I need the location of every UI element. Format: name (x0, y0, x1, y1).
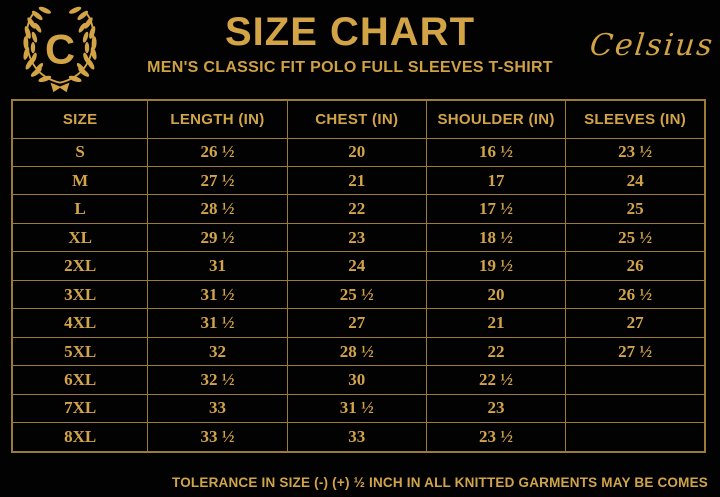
shoulder-cell: 17 (425, 165, 567, 196)
brand-logo: C (10, 4, 110, 95)
length-cell: 26 ½ (147, 137, 288, 167)
chest-cell: 33 (286, 422, 427, 453)
table-row: 8XL 33 ½ 33 23 ½ (11, 422, 706, 453)
chest-cell: 20 (286, 137, 427, 167)
chest-cell: 22 (286, 194, 427, 224)
column-header: SLEEVES (IN) (565, 99, 706, 139)
column-header: SIZE (11, 99, 149, 139)
size-cell: M (11, 165, 149, 196)
length-cell: 32 (147, 336, 288, 367)
chest-cell: 27 (286, 308, 427, 338)
sleeves-cell: 27 (565, 308, 706, 338)
table-row: 3XL 31 ½ 25 ½ 20 26 ½ (11, 279, 706, 310)
table-row: 4XL 31 ½ 27 21 27 (11, 308, 706, 338)
tolerance-note: TOLERANCE IN SIZE (-) (+) ½ INCH IN ALL … (172, 475, 708, 490)
size-table: SIZE LENGTH (IN) CHEST (IN) SHOULDER (IN) SL… (11, 99, 706, 453)
length-cell: 28 ½ (147, 194, 288, 224)
size-cell: 6XL (11, 365, 149, 395)
sleeves-cell (565, 393, 706, 424)
table-body: S 26 ½ 20 16 ½ 23 ½ M 27 ½ 21 17 24 L 28 ½ 22 17 ½ 25 X… (11, 137, 706, 453)
ribbon-icon (50, 82, 70, 93)
length-cell: 31 ½ (147, 279, 288, 310)
shoulder-cell: 18 ½ (425, 222, 567, 253)
table-header-row: SIZE LENGTH (IN) CHEST (IN) SHOULDER (IN) SL… (11, 99, 706, 139)
length-cell: 33 ½ (147, 422, 288, 453)
chest-cell: 21 (286, 165, 427, 196)
column-header: SHOULDER (IN) (425, 99, 567, 139)
sleeves-cell: 25 (565, 194, 706, 224)
sleeves-cell (565, 365, 706, 395)
table-row: 2XL 31 24 19 ½ 26 (11, 251, 706, 281)
shoulder-cell: 19 ½ (425, 251, 567, 281)
logo-letter: C (45, 26, 75, 73)
sleeves-cell: 23 ½ (565, 137, 706, 167)
column-header: LENGTH (IN) (147, 99, 288, 139)
size-cell: S (11, 137, 149, 167)
length-cell: 32 ½ (147, 365, 288, 395)
shoulder-cell: 17 ½ (425, 194, 567, 224)
shoulder-cell: 22 ½ (425, 365, 567, 395)
size-cell: 8XL (11, 422, 149, 453)
shoulder-cell: 16 ½ (425, 137, 567, 167)
sleeves-cell: 24 (565, 165, 706, 196)
page-subtitle: MEN'S CLASSIC FIT POLO FULL SLEEVES T-SH… (147, 59, 553, 76)
size-cell: 5XL (11, 336, 149, 367)
size-cell: L (11, 194, 149, 224)
sleeves-cell: 25 ½ (565, 222, 706, 253)
page-title: SIZE CHART (225, 10, 475, 54)
sleeves-cell (565, 422, 706, 453)
laurel-wreath-icon: C (21, 4, 99, 93)
shoulder-cell: 22 (425, 336, 567, 367)
shoulder-cell: 21 (425, 308, 567, 338)
column-header: CHEST (IN) (286, 99, 427, 139)
sleeves-cell: 26 (565, 251, 706, 281)
table-row: 5XL 32 28 ½ 22 27 ½ (11, 336, 706, 367)
chest-cell: 28 ½ (286, 336, 427, 367)
size-cell: 4XL (11, 308, 149, 338)
table-row: 6XL 32 ½ 30 22 ½ (11, 365, 706, 395)
sleeves-cell: 26 ½ (565, 279, 706, 310)
brand-name: Celsius (588, 28, 716, 63)
chest-cell: 31 ½ (286, 393, 427, 424)
length-cell: 29 ½ (147, 222, 288, 253)
chest-cell: 23 (286, 222, 427, 253)
size-cell: 3XL (11, 279, 149, 310)
shoulder-cell: 23 ½ (425, 422, 567, 453)
title-block: SIZE CHART MEN'S CLASSIC FIT POLO FULL S… (110, 12, 590, 77)
size-cell: 7XL (11, 393, 149, 424)
length-cell: 33 (147, 393, 288, 424)
length-cell: 31 (147, 251, 288, 281)
size-cell: XL (11, 222, 149, 253)
table-row: 7XL 33 31 ½ 23 (11, 393, 706, 424)
sleeves-cell: 27 ½ (565, 336, 706, 367)
shoulder-cell: 23 (425, 393, 567, 424)
table-row: M 27 ½ 21 17 24 (11, 165, 706, 196)
length-cell: 31 ½ (147, 308, 288, 338)
shoulder-cell: 20 (425, 279, 567, 310)
chest-cell: 24 (286, 251, 427, 281)
chest-cell: 30 (286, 365, 427, 395)
table-row: L 28 ½ 22 17 ½ 25 (11, 194, 706, 224)
length-cell: 27 ½ (147, 165, 288, 196)
chest-cell: 25 ½ (286, 279, 427, 310)
table-row: XL 29 ½ 23 18 ½ 25 ½ (11, 222, 706, 253)
size-cell: 2XL (11, 251, 149, 281)
table-row: S 26 ½ 20 16 ½ 23 ½ (11, 137, 706, 167)
